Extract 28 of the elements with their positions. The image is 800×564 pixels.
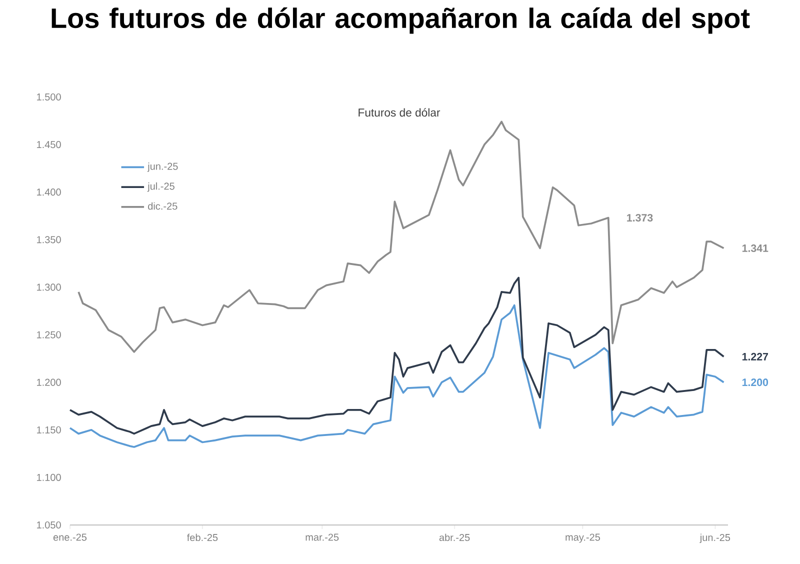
x-tick-label: mar.-25 <box>306 534 339 541</box>
x-tick-label: ene.-25 <box>53 534 87 541</box>
text: Futuros de dólar <box>358 108 440 117</box>
annotation: 1.200 <box>742 378 768 386</box>
legend-label: dic.-25 <box>148 202 178 210</box>
y-tick-label: 1.050 <box>37 521 61 529</box>
y-tick-label: 1.450 <box>37 141 61 148</box>
line-series <box>78 120 725 353</box>
y-tick-label: 1.400 <box>37 188 61 196</box>
y-tick-label: 1.350 <box>37 236 61 244</box>
x-tick-label: jun.-25 <box>700 534 730 544</box>
line-series <box>69 276 725 435</box>
y-tick-label: 1.500 <box>37 93 61 101</box>
y-tick-label: 1.200 <box>37 378 61 386</box>
annotation: 1.341 <box>742 244 768 252</box>
x-tick-label: abr.-25 <box>439 534 470 542</box>
legend-label: jun.-25 <box>147 162 178 172</box>
annotation: 1.227 <box>742 352 768 360</box>
x-tick-label: feb.-25 <box>187 534 218 542</box>
chart-title: Los futuros de dólar acompañaron la caída del spot <box>52 7 750 34</box>
legend-label: jul.-25 <box>147 182 174 192</box>
y-tick-label: 1.250 <box>37 331 61 338</box>
y-tick-label: 1.100 <box>37 474 61 481</box>
y-tick-label: 1.300 <box>37 284 61 291</box>
x-tick-label: may.-25 <box>566 534 600 543</box>
annotation: 1.373 <box>627 214 653 222</box>
line-series <box>69 304 725 448</box>
y-tick-label: 1.150 <box>37 426 61 434</box>
